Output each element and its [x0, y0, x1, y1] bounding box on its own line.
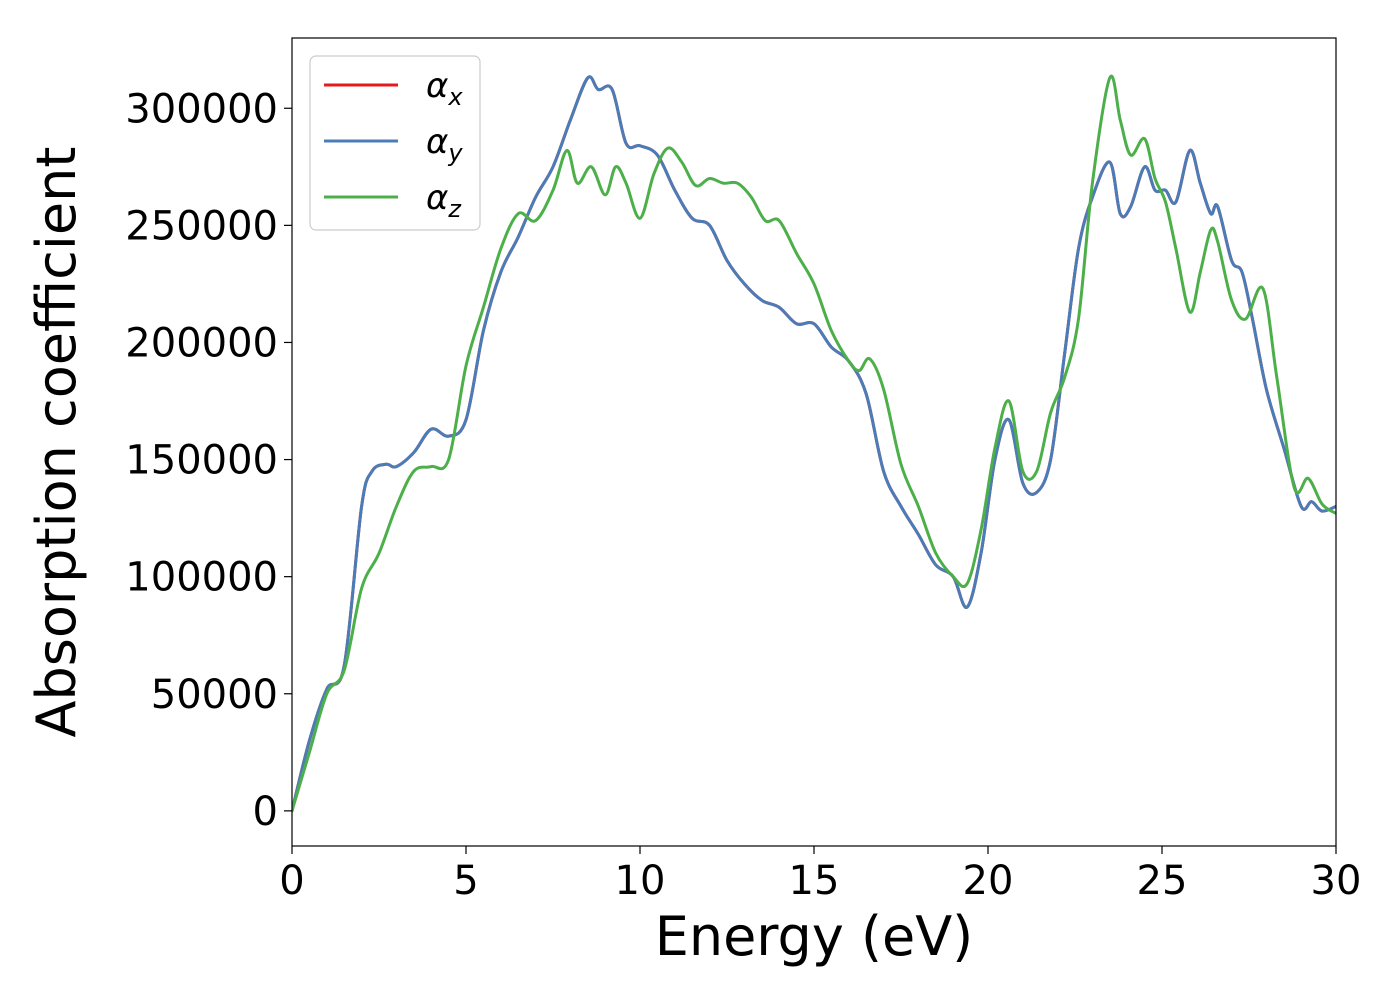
y-tick-label: 250000 — [125, 203, 278, 249]
legend-box — [309, 55, 481, 231]
y-tick-label: 50000 — [151, 672, 278, 718]
y-tick-label: 150000 — [125, 438, 278, 484]
legend-label-y: αy — [426, 122, 463, 167]
x-tick-label: 5 — [453, 858, 478, 904]
x-tick-label: 30 — [1311, 858, 1362, 904]
x-tick-label: 0 — [279, 858, 304, 904]
y-tick-label: 100000 — [125, 555, 278, 601]
series-line-y — [292, 75, 1336, 813]
x-axis: 0 5 10 15 20 25 30 — [279, 846, 1361, 904]
y-tick-label: 300000 — [125, 86, 278, 132]
y-axis: 0 50000 100000 150000 200000 250000 300000 — [125, 86, 292, 835]
legend: αx αy αz — [309, 55, 481, 231]
x-tick-label: 25 — [1137, 858, 1188, 904]
y-axis-label: Absorption coefficient — [25, 147, 88, 738]
series-line-z — [292, 74, 1336, 813]
x-axis-label: Energy (eV) — [655, 905, 974, 968]
y-tick-label: 0 — [253, 789, 278, 835]
x-tick-label: 15 — [789, 858, 840, 904]
y-tick-label: 200000 — [125, 320, 278, 366]
legend-label-z: αz — [426, 178, 462, 223]
legend-label-x: αx — [426, 66, 463, 111]
x-tick-label: 20 — [963, 858, 1014, 904]
x-tick-label: 10 — [615, 858, 666, 904]
series-layer — [292, 74, 1336, 813]
